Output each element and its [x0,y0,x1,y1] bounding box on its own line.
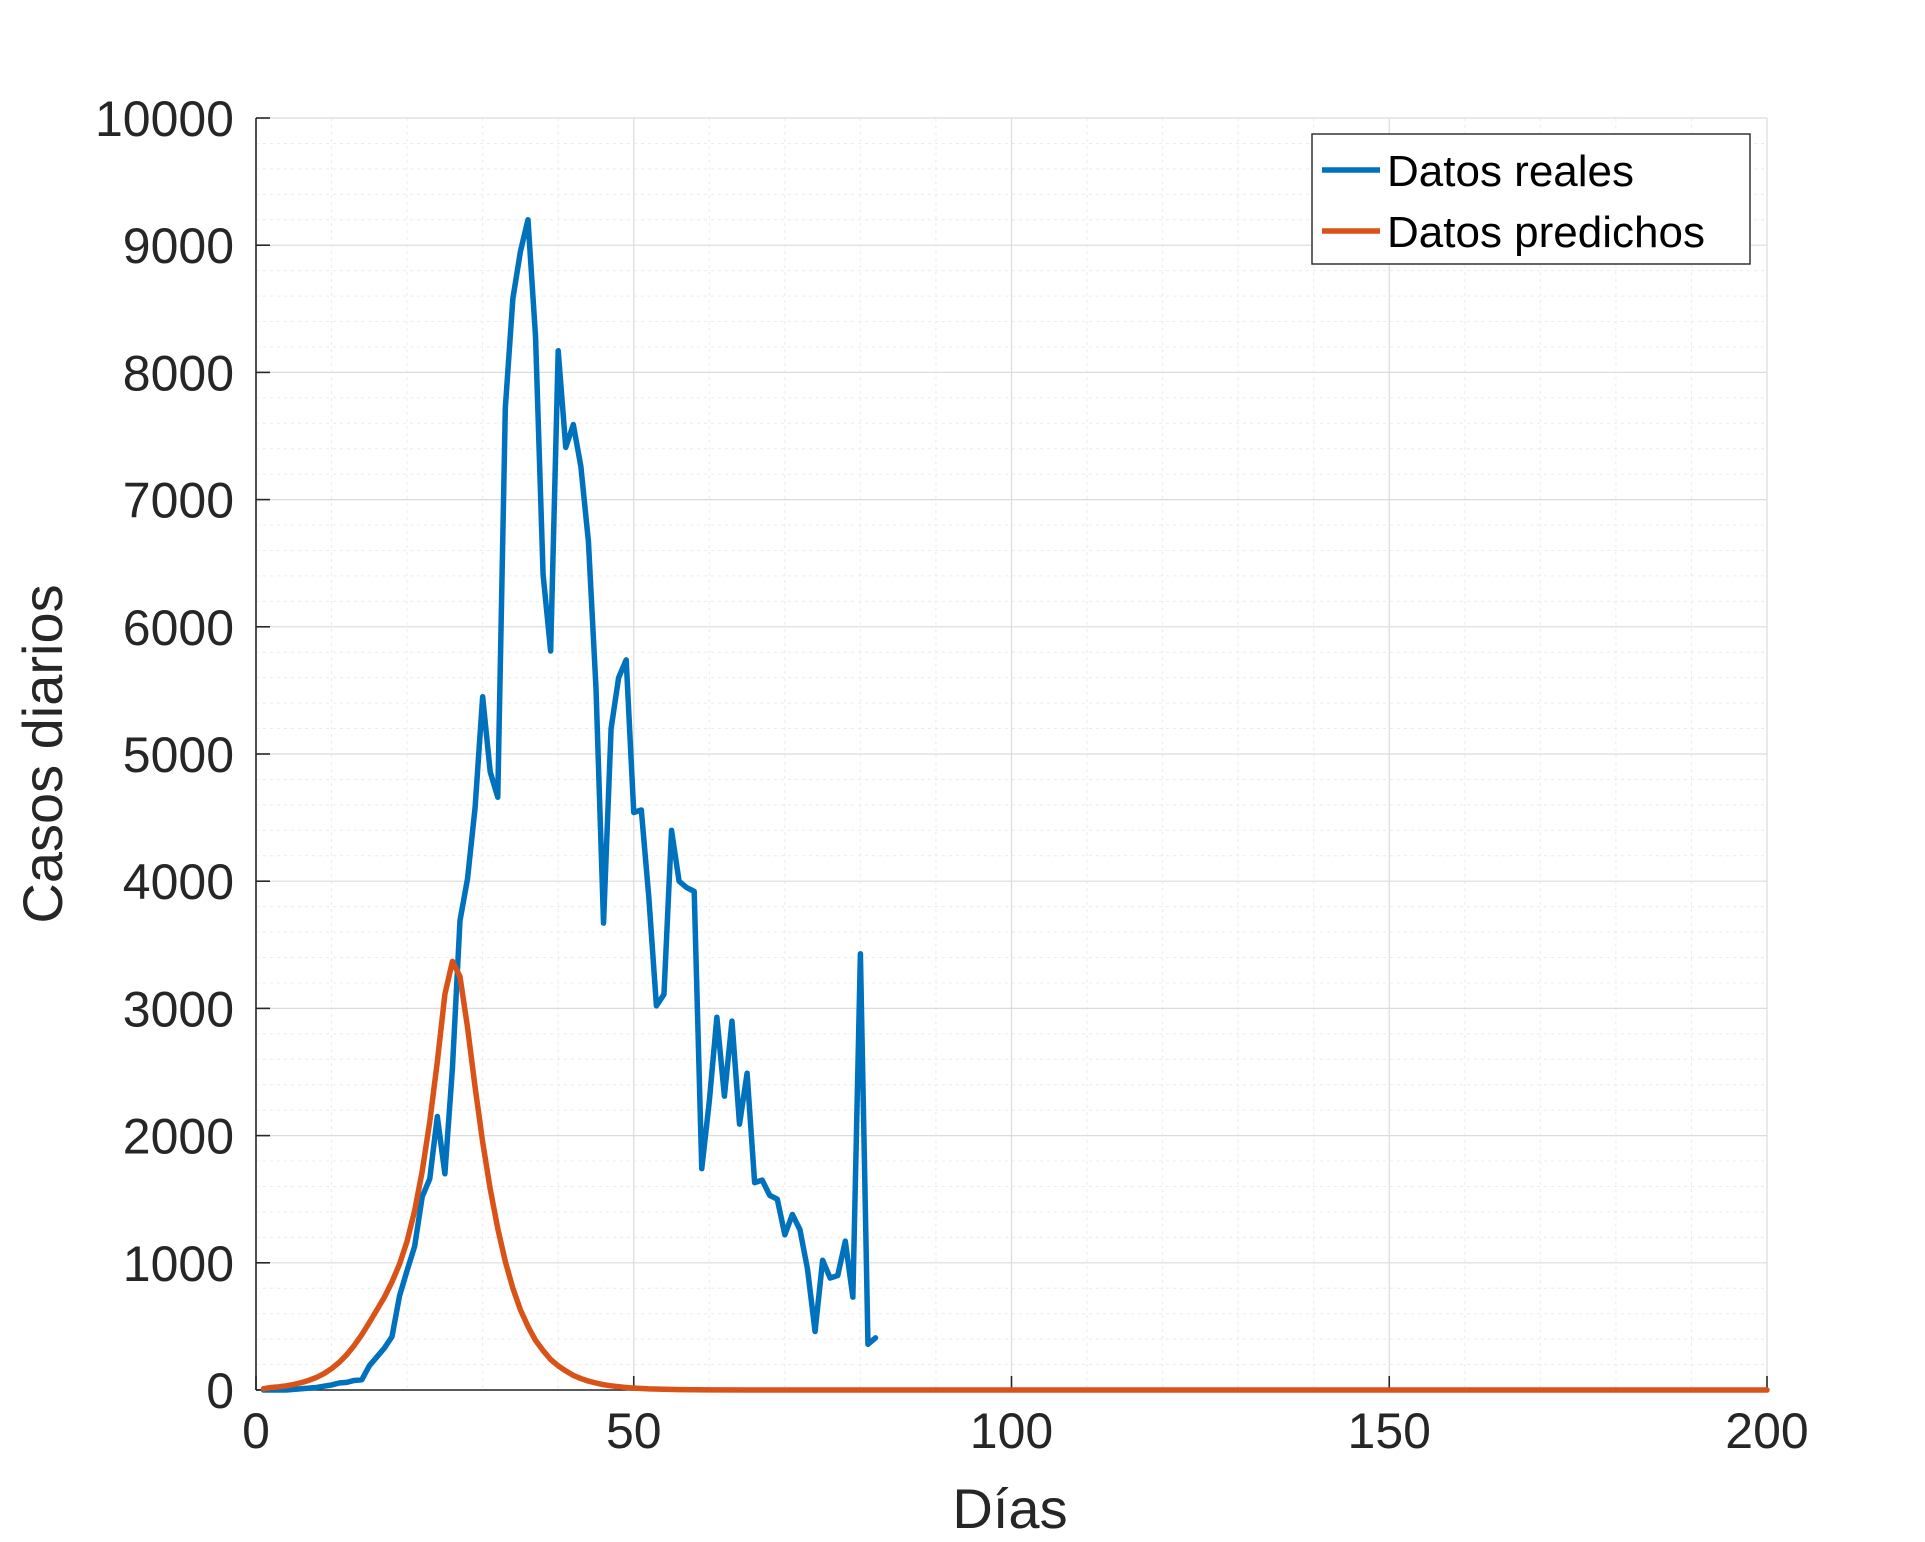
y-tick-label: 4000 [123,854,234,910]
series-layer [260,217,1770,1393]
y-tick-label: 7000 [123,473,234,529]
y-tick-label: 5000 [123,727,234,783]
x-axis-title: Días [952,1477,1067,1540]
x-tick-label: 0 [242,1403,270,1459]
x-tick-label: 50 [606,1403,662,1459]
y-tick-labels: 0 1000 2000 3000 4000 5000 6000 7000 8000 9000 100… [95,91,234,1419]
y-tick-label: 10000 [95,91,234,147]
y-tick-label: 8000 [123,345,234,401]
y-tick-label: 3000 [123,981,234,1037]
y-axis-title: Casos diarios [11,584,74,923]
legend: Datos reales Datos predichos [1311,133,1751,265]
x-tick-labels: 0 50 100 150 200 [242,1403,1809,1459]
y-tick-label: 9000 [123,218,234,274]
legend-label-datos-reales: Datos reales [1387,147,1634,196]
legend-label-datos-predichos: Datos predichos [1387,208,1705,257]
series-line-datos-predichos [260,958,1770,1393]
x-tick-label: 100 [970,1403,1053,1459]
x-tick-label: 200 [1725,1403,1808,1459]
legend-box [1311,133,1751,265]
y-tick-label: 1000 [123,1236,234,1292]
y-tick-label: 2000 [123,1109,234,1165]
y-tick-label: 0 [206,1363,234,1419]
x-tick-label: 150 [1348,1403,1431,1459]
series-line-datos-reales [260,217,879,1393]
y-tick-label: 6000 [123,600,234,656]
